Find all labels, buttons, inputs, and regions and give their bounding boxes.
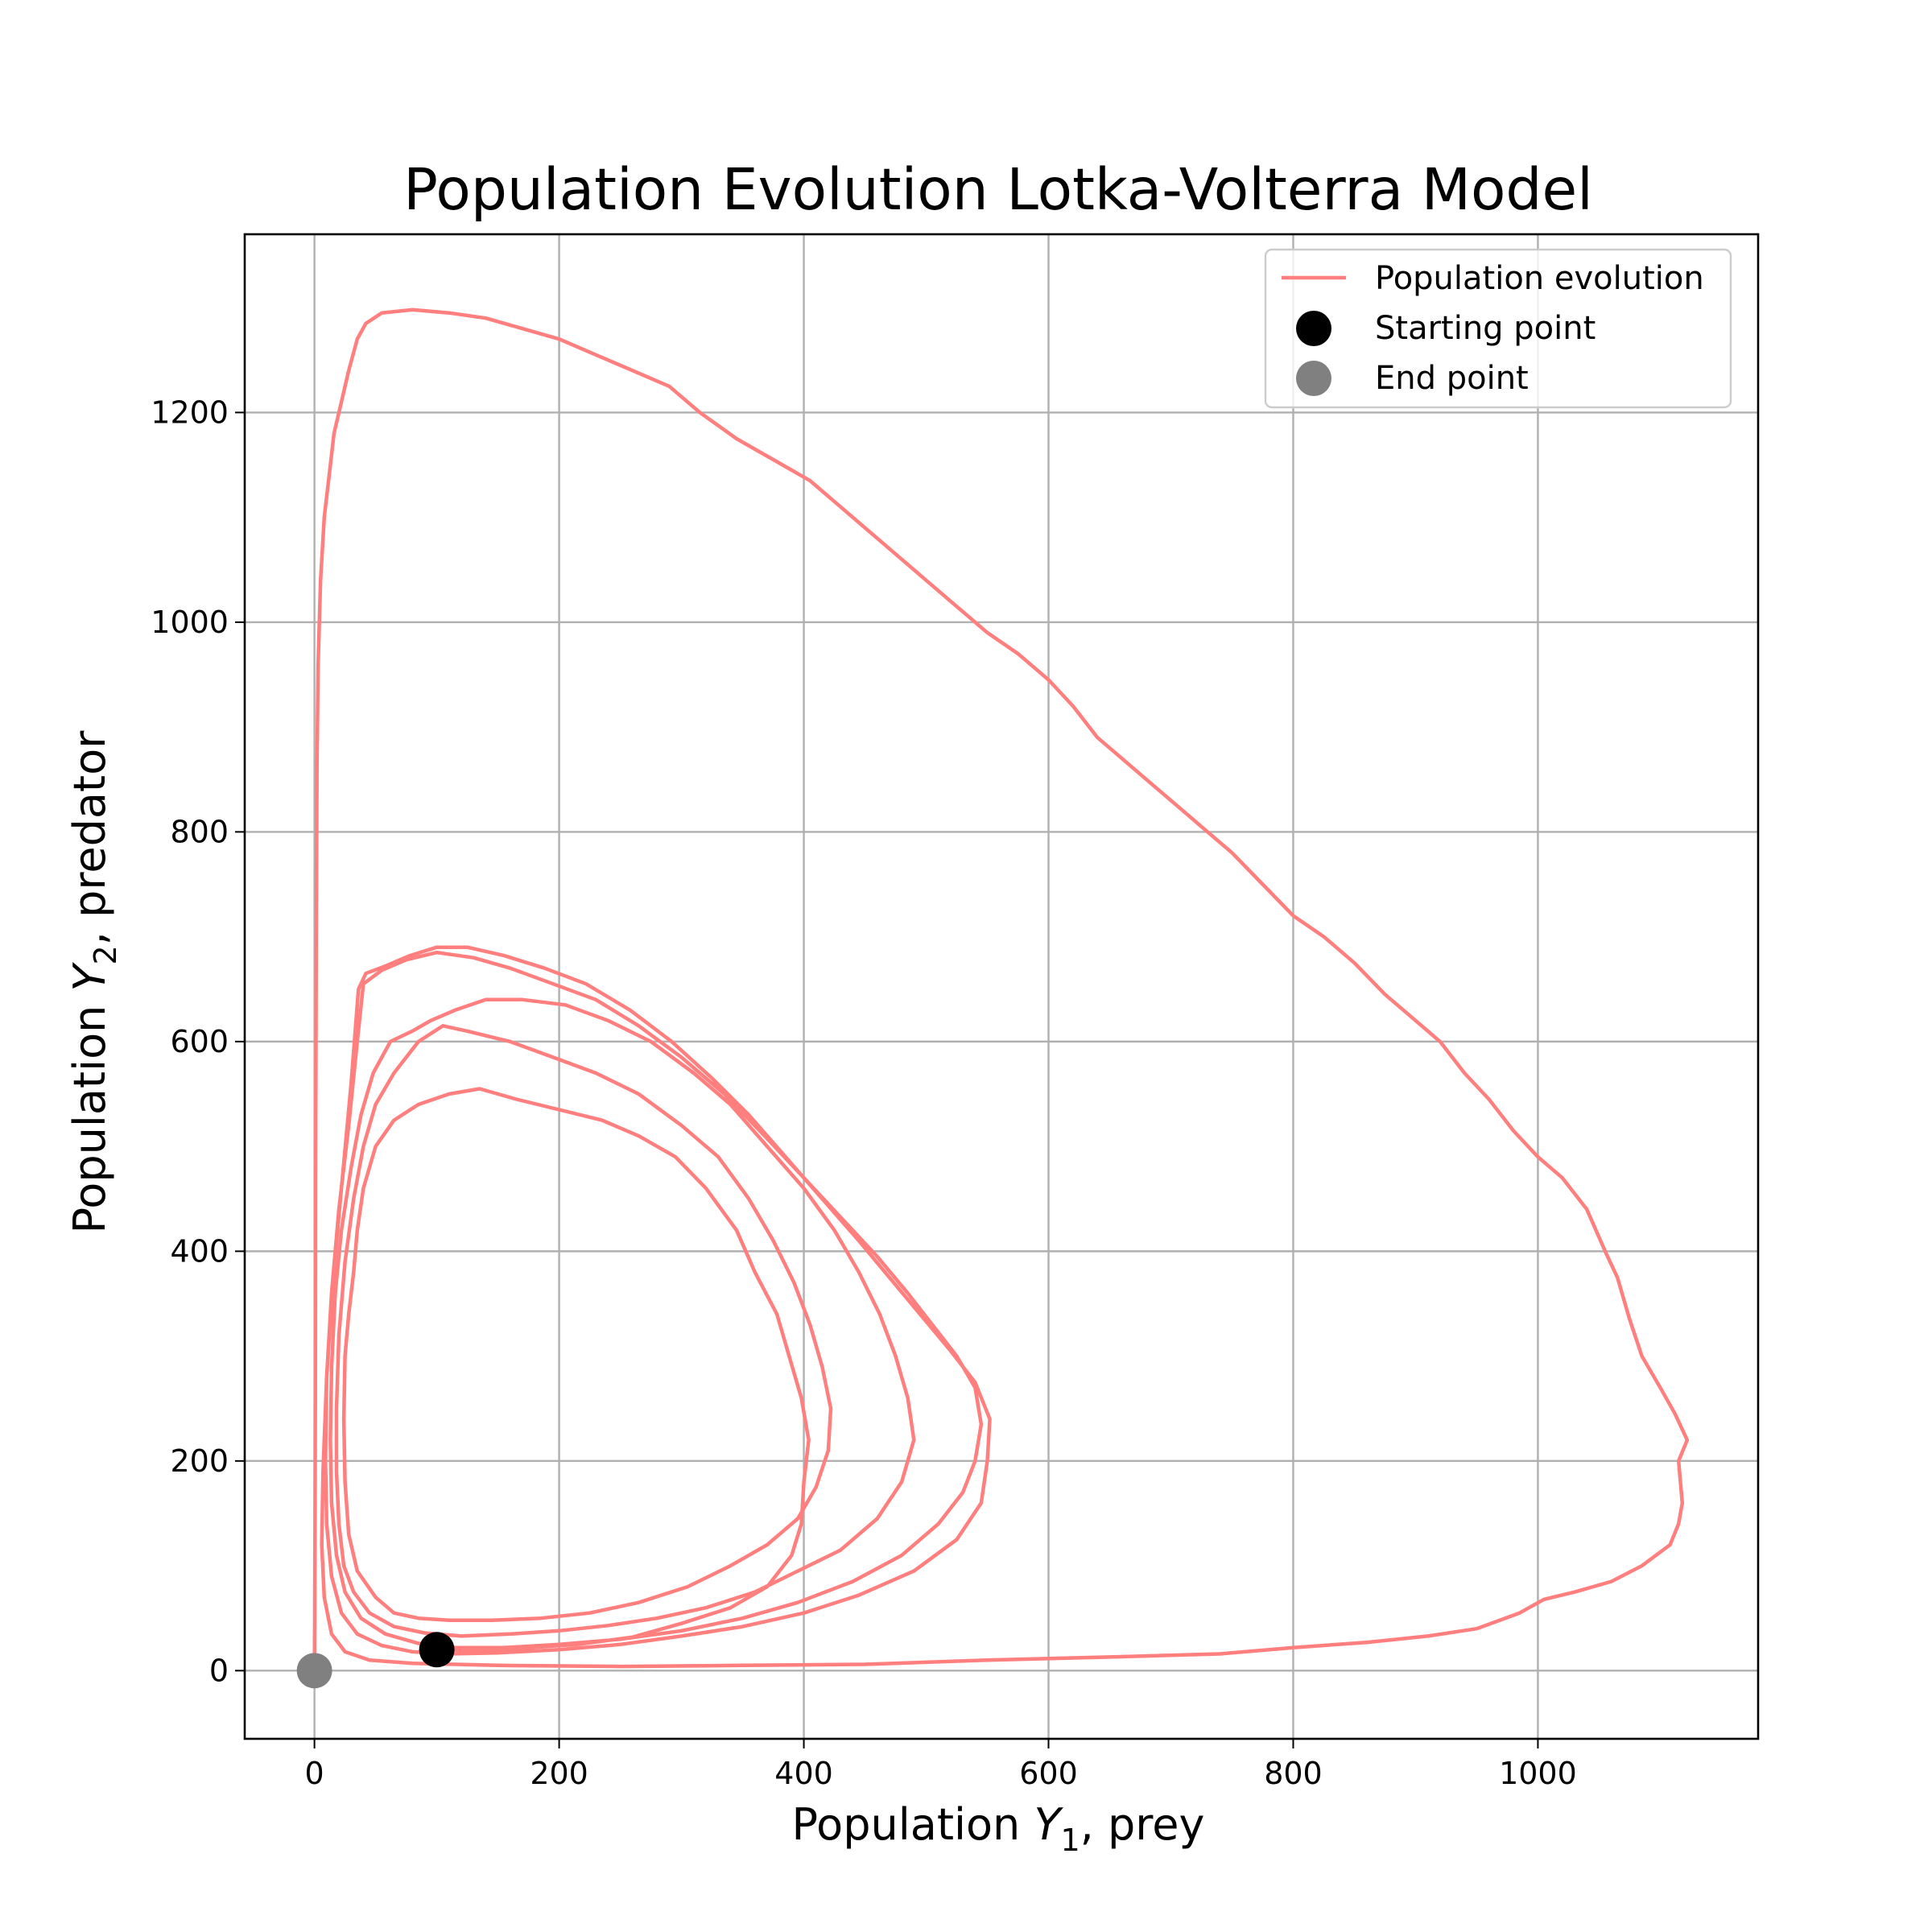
y-tick-label: 800 — [170, 814, 229, 849]
legend-label-population-evolution: Population evolution — [1375, 260, 1704, 297]
y-tick-label: 0 — [209, 1653, 229, 1688]
y-tick-label: 400 — [170, 1233, 229, 1269]
y-tick-label: 1000 — [151, 605, 229, 640]
y-axis-label-symbol: Y — [64, 961, 115, 991]
x-axis-ticks: 0 200 400 600 800 1000 — [305, 1739, 1577, 1791]
legend-start-swatch — [1296, 311, 1331, 346]
series-line-population-evolution — [312, 308, 1690, 1673]
y-axis-label-subscript: 2 — [88, 945, 123, 964]
x-axis-label-suffix: , prey — [1080, 1799, 1205, 1850]
legend-label-end-point: End point — [1375, 360, 1529, 397]
x-tick-label: 0 — [305, 1756, 324, 1791]
starting-point-marker — [419, 1632, 455, 1668]
end-point-marker — [296, 1653, 332, 1689]
x-tick-label: 1000 — [1499, 1756, 1577, 1791]
y-axis-ticks: 0 200 400 600 800 1000 1200 — [151, 394, 245, 1688]
grid — [245, 234, 1758, 1739]
y-tick-label: 600 — [170, 1024, 229, 1059]
x-tick-label: 400 — [774, 1756, 833, 1791]
x-axis-label-subscript: 1 — [1060, 1823, 1080, 1858]
markers — [296, 1632, 455, 1689]
data-series — [312, 308, 1690, 1673]
legend: Population evolution Starting point End … — [1264, 248, 1732, 409]
x-axis-label-prefix: Population — [792, 1799, 1034, 1850]
x-axis-label: Population Y1, prey — [792, 1799, 1205, 1858]
x-tick-label: 200 — [530, 1756, 588, 1791]
y-axis-label: Population Y2, predator — [64, 730, 123, 1234]
legend-end-swatch — [1296, 361, 1331, 396]
chart-title: Population Evolution Lotka-Volterra Mode… — [403, 156, 1593, 223]
x-tick-label: 800 — [1264, 1756, 1323, 1791]
y-tick-label: 1200 — [151, 394, 229, 430]
x-axis-label-symbol: Y — [1034, 1799, 1063, 1850]
y-tick-label: 200 — [170, 1443, 229, 1479]
y-axis-label-suffix: , predator — [64, 730, 115, 945]
y-axis-label-prefix: Population — [64, 991, 115, 1233]
legend-box — [1264, 248, 1732, 409]
x-tick-label: 600 — [1019, 1756, 1078, 1791]
legend-label-starting-point: Starting point — [1375, 310, 1596, 347]
plot-area-frame — [243, 233, 1760, 1740]
